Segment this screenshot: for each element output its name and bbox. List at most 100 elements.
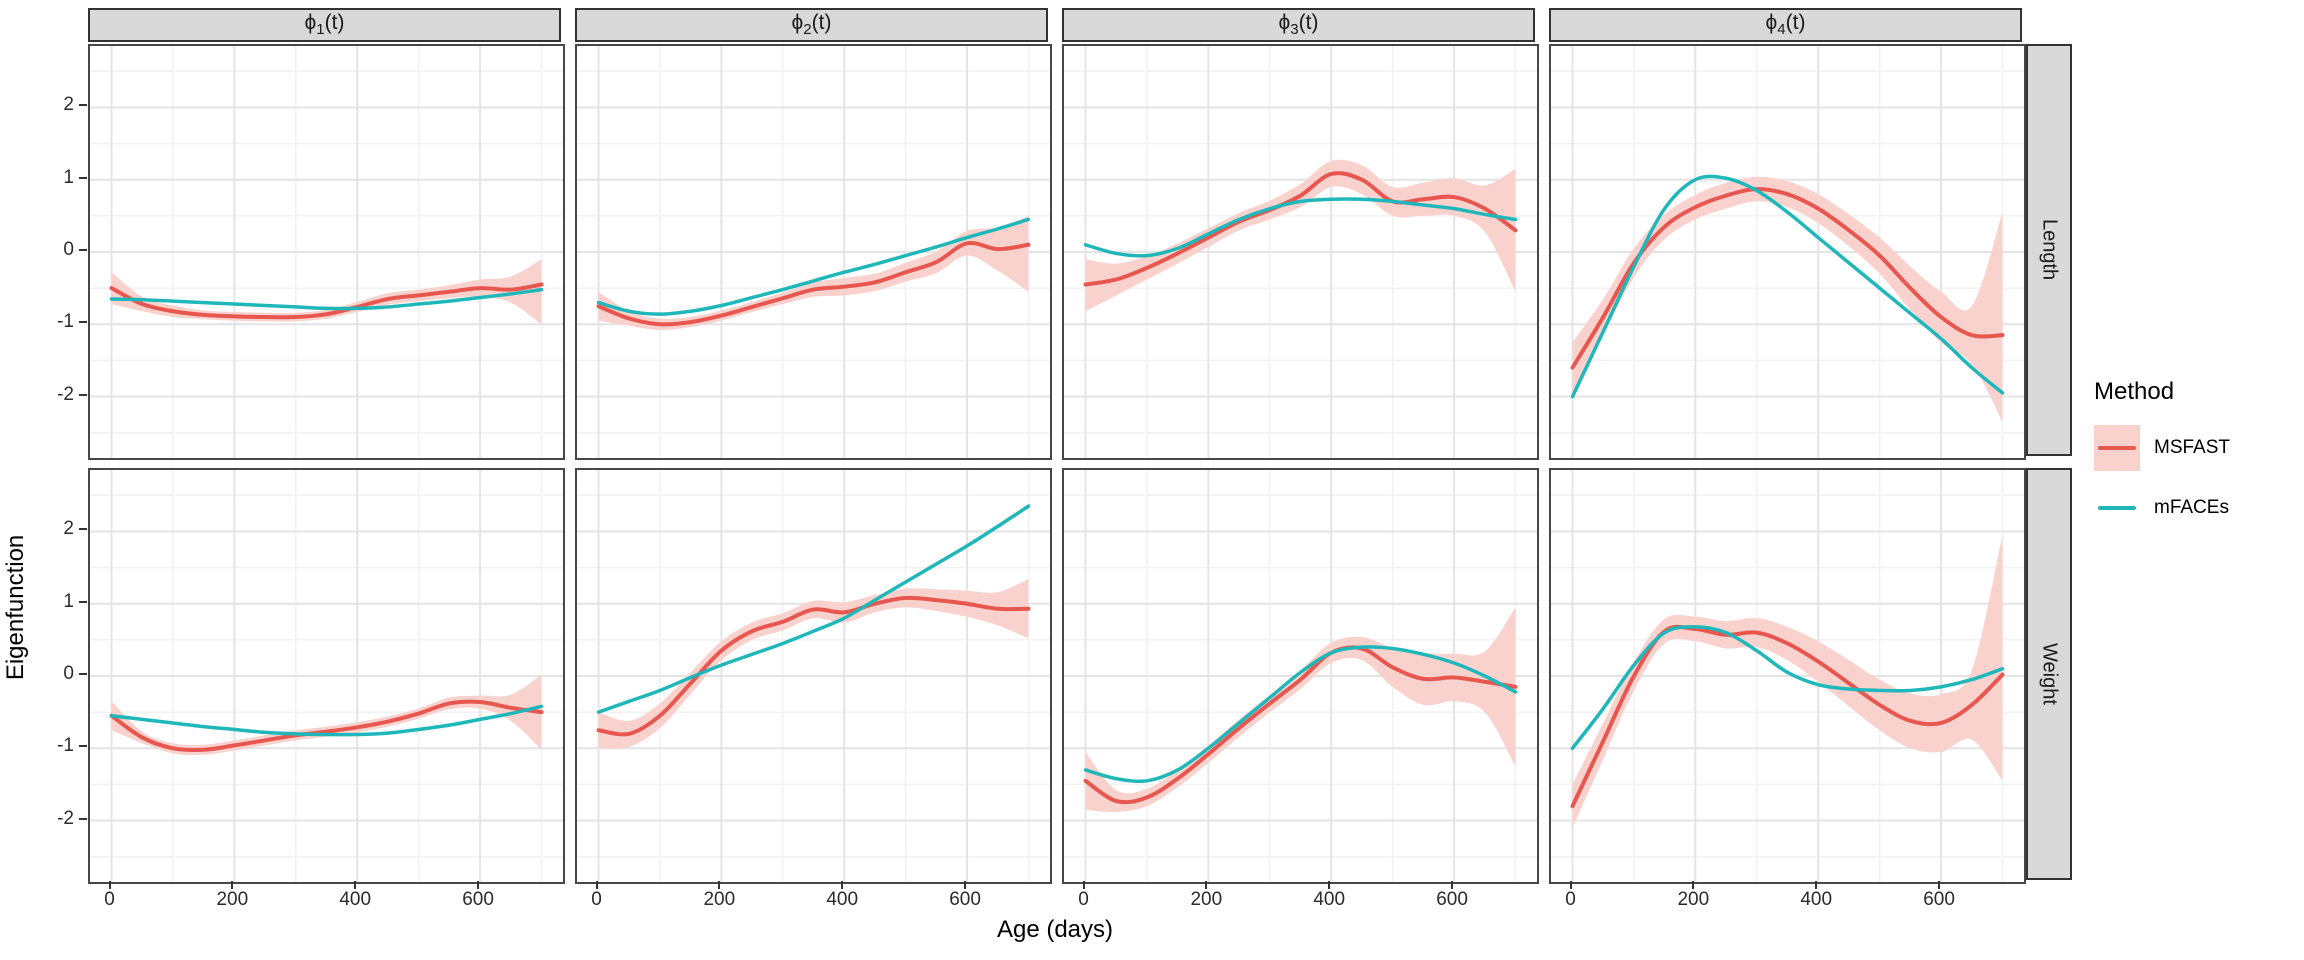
x-tick-mark	[477, 881, 480, 889]
x-tick-label: 0	[1565, 889, 1576, 910]
facet-strip-phi3-label: ϕ3(t)	[1278, 11, 1319, 39]
panel-weight-phi4	[1549, 468, 2026, 884]
y-tick-label: 1	[63, 590, 74, 612]
x-tick-label: 0	[591, 889, 602, 910]
x-tick-mark	[718, 881, 721, 889]
msfast-ribbon-key-icon	[2094, 425, 2140, 471]
y-tick-mark	[79, 321, 87, 324]
x-tick-mark	[354, 881, 357, 889]
msfast-confidence-ribbon	[1085, 159, 1516, 312]
facet-strip-phi4-label: ϕ4(t)	[1765, 11, 1806, 39]
y-tick-mark	[79, 528, 87, 531]
y-tick-label: 0	[63, 239, 74, 260]
facet-strip-phi3: ϕ3(t)	[1062, 8, 1535, 42]
mfaces-line	[596, 217, 1031, 316]
facet-strip-length: Length	[2026, 44, 2072, 456]
facet-strip-phi2: ϕ2(t)	[575, 8, 1048, 42]
x-tick-label: 400	[1313, 889, 1346, 910]
x-tick-mark	[1692, 881, 1695, 889]
panel-weight-phi3	[1062, 468, 1539, 884]
y-tick-mark	[79, 104, 87, 107]
y-tick-mark	[79, 393, 87, 396]
msfast-line	[1083, 645, 1518, 805]
legend-label-msfast: MSFAST	[2154, 437, 2231, 458]
mfaces-line-key-icon	[2094, 485, 2140, 531]
y-tick-label: 0	[63, 663, 74, 684]
msfast-line	[596, 595, 1031, 737]
facet-strip-phi1-label: ϕ1(t)	[304, 11, 345, 39]
facet-strip-length-label: Length	[2038, 219, 2061, 281]
y-tick-mark	[79, 176, 87, 179]
mfaces-line	[1083, 645, 1518, 784]
x-tick-mark	[964, 881, 967, 889]
x-tick-label: 200	[1677, 889, 1710, 910]
x-tick-label: 400	[339, 889, 372, 910]
msfast-confidence-ribbon	[1572, 176, 2003, 422]
y-tick-label: -1	[57, 735, 74, 757]
x-tick-label: 600	[462, 889, 494, 910]
panel-weight-phi1	[88, 468, 565, 884]
x-tick-mark	[595, 881, 598, 889]
legend-item-msfast: MSFAST	[2094, 424, 2300, 472]
x-tick-mark	[1328, 881, 1331, 889]
legend-item-mfaces: mFACEs	[2094, 484, 2300, 532]
x-tick-mark	[1082, 881, 1085, 889]
x-tick-label: 200	[1190, 889, 1223, 910]
msfast-confidence-ribbon	[111, 674, 542, 756]
msfast-line	[109, 282, 544, 320]
x-tick-label: 200	[703, 889, 736, 910]
x-tick-label: 600	[1923, 889, 1955, 910]
x-tick-label: 0	[104, 889, 115, 910]
panel-length-phi3	[1062, 44, 1539, 460]
msfast-line	[1083, 171, 1518, 287]
y-tick-label: -2	[57, 807, 74, 829]
panel-weight-phi2	[575, 468, 1052, 884]
mfaces-line	[109, 704, 544, 737]
x-tick-mark	[1569, 881, 1572, 889]
panel-length-phi2	[575, 44, 1052, 460]
x-tick-mark	[108, 881, 111, 889]
y-tick-label: -1	[57, 311, 74, 333]
x-tick-mark	[1205, 881, 1208, 889]
x-tick-mark	[1451, 881, 1454, 889]
x-tick-label: 600	[949, 889, 981, 910]
y-axis-title: Eigenfunction	[2, 534, 29, 681]
x-tick-label: 200	[216, 889, 249, 910]
x-tick-label: 600	[1436, 889, 1468, 910]
msfast-line	[596, 240, 1031, 327]
x-tick-mark	[1815, 881, 1818, 889]
x-tick-label: 0	[1078, 889, 1089, 910]
y-tick-mark	[79, 249, 87, 251]
y-tick-label: 2	[63, 94, 74, 116]
x-tick-mark	[231, 881, 234, 889]
panel-length-phi1	[88, 44, 565, 460]
msfast-confidence-ribbon	[598, 579, 1029, 749]
msfast-line	[1570, 624, 2005, 809]
msfast-line	[109, 699, 544, 753]
mfaces-line	[596, 504, 1031, 714]
facet-strip-weight: Weight	[2026, 468, 2072, 880]
mfaces-line	[1570, 174, 2005, 399]
panel-length-phi4	[1549, 44, 2026, 460]
y-tick-mark	[79, 745, 87, 748]
legend: Method MSFAST mFACEs	[2094, 378, 2300, 544]
y-tick-mark	[79, 673, 87, 675]
facet-strip-phi4: ϕ4(t)	[1549, 8, 2022, 42]
x-tick-mark	[1938, 881, 1941, 889]
x-tick-label: 400	[1800, 889, 1833, 910]
facet-strip-weight-label: Weight	[2038, 643, 2061, 705]
y-tick-mark	[79, 600, 87, 603]
mfaces-line	[1570, 625, 2005, 751]
mfaces-line	[109, 287, 544, 311]
x-tick-label: 400	[826, 889, 859, 910]
x-axis-title: Age (days)	[996, 916, 1114, 943]
y-tick-label: 2	[63, 518, 74, 540]
x-tick-mark	[841, 881, 844, 889]
facet-strip-phi2-label: ϕ2(t)	[791, 11, 832, 39]
y-tick-label: 1	[63, 166, 74, 188]
mfaces-line	[1083, 197, 1518, 258]
legend-label-mfaces: mFACEs	[2154, 497, 2229, 518]
y-tick-label: -2	[57, 383, 74, 405]
y-tick-mark	[79, 817, 87, 820]
legend-title: Method	[2094, 378, 2175, 405]
